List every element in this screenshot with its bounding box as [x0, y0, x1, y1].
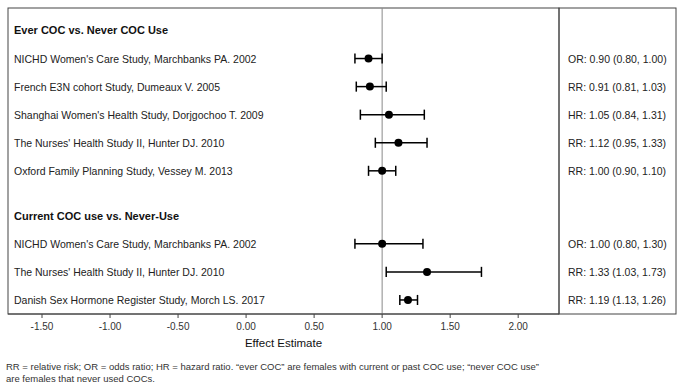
footnote-line: are females that never used COCs.: [6, 373, 155, 384]
study-name: Danish Sex Hormone Register Study, Morch…: [14, 294, 265, 306]
ci-cap-low: [354, 239, 356, 249]
study-name: Oxford Family Planning Study, Vessey M. …: [14, 165, 233, 177]
x-axis: -1.50 -1.00 -0.50 0.00 0.50 1.00 1.50 2.00 Effec…: [8, 314, 559, 349]
x-tick-label: 1.50: [440, 321, 460, 332]
x-tick: [178, 314, 179, 318]
estimate-point: [366, 83, 374, 91]
ci-line: [386, 271, 481, 273]
ci-cap-low: [385, 267, 387, 277]
estimate-point: [378, 240, 386, 248]
x-tick: [314, 314, 315, 318]
ci-cap-high: [395, 166, 397, 176]
estimate-point: [394, 139, 402, 147]
estimate-point: [385, 111, 393, 119]
ci-cap-low: [375, 138, 377, 148]
ci-label: HR: 1.05 (0.84, 1.31): [568, 109, 666, 121]
ci-cap-high: [481, 267, 483, 277]
ci-cap-high: [385, 82, 387, 92]
x-tick-label: -1.00: [99, 321, 122, 332]
group-header: Ever COC vs. Never COC Use: [14, 24, 168, 36]
ci-label: OR: 0.90 (0.80, 1.00): [568, 53, 667, 65]
x-tick: [382, 314, 383, 318]
ci-cap-low: [356, 82, 358, 92]
ci-cap-low: [368, 166, 370, 176]
study-name: French E3N cohort Study, Dumeaux V. 2005: [14, 81, 220, 93]
texts: OR: 0.90 (0.80, 1.00) RR: 0.91 (0.81, 1.0…: [14, 24, 667, 306]
x-tick: [246, 314, 247, 318]
study-name: The Nurses' Health Study II, Hunter DJ. …: [14, 137, 225, 149]
ci-cap-low: [399, 295, 401, 305]
plot-frame: [8, 8, 559, 314]
x-tick: [110, 314, 111, 318]
estimate-point: [365, 55, 373, 63]
study-name: NICHD Women's Care Study, Marchbanks PA.…: [14, 238, 257, 250]
reference-line: [382, 8, 383, 314]
ci-label: RR: 1.19 (1.13, 1.26): [568, 294, 666, 306]
x-tick-label: -1.50: [31, 321, 54, 332]
footnote: RR = relative risk; OR = odds ratio; HR …: [6, 361, 539, 385]
ci-column-frame: [559, 8, 676, 314]
ci-cap-high: [426, 138, 428, 148]
x-tick-label: 2.00: [508, 321, 528, 332]
marks: [355, 8, 482, 314]
x-axis-label: Effect Estimate: [245, 337, 322, 349]
ci-cap-low: [360, 110, 362, 120]
estimate-point: [404, 296, 412, 304]
frames: [8, 8, 676, 314]
estimate-point: [423, 268, 431, 276]
ci-label: RR: 0.91 (0.81, 1.03): [568, 81, 666, 93]
x-axis-line: [8, 314, 559, 315]
ci-cap-high: [381, 53, 383, 63]
ci-label: RR: 1.33 (1.03, 1.73): [568, 266, 666, 278]
ci-label: RR: 1.00 (0.90, 1.10): [568, 165, 666, 177]
study-name: Shanghai Women's Health Study, Dorjgocho…: [14, 109, 264, 121]
ci-line: [355, 243, 423, 245]
x-tick-label: -0.50: [167, 321, 190, 332]
estimate-point: [378, 167, 386, 175]
ci-label: OR: 1.00 (0.80, 1.30): [568, 238, 667, 250]
x-tick-label: 0.00: [236, 321, 256, 332]
ci-label: RR: 1.12 (0.95, 1.33): [568, 137, 666, 149]
ci-cap-high: [422, 239, 424, 249]
group-header: Current COC use vs. Never-Use: [14, 210, 179, 222]
x-tick-label: 0.50: [304, 321, 324, 332]
footnote-line: RR = relative risk; OR = odds ratio; HR …: [6, 361, 539, 372]
chart: OR: 0.90 (0.80, 1.00) RR: 0.91 (0.81, 1.0…: [0, 0, 682, 388]
x-tick-label: 1.00: [372, 321, 392, 332]
x-tick: [518, 314, 519, 318]
ci-cap-high: [424, 110, 426, 120]
ci-cap-high: [417, 295, 419, 305]
study-name: NICHD Women's Care Study, Marchbanks PA.…: [14, 53, 257, 65]
x-tick: [42, 314, 43, 318]
x-tick: [450, 314, 451, 318]
ci-cap-low: [354, 53, 356, 63]
study-name: The Nurses' Health Study II, Hunter DJ. …: [14, 266, 225, 278]
